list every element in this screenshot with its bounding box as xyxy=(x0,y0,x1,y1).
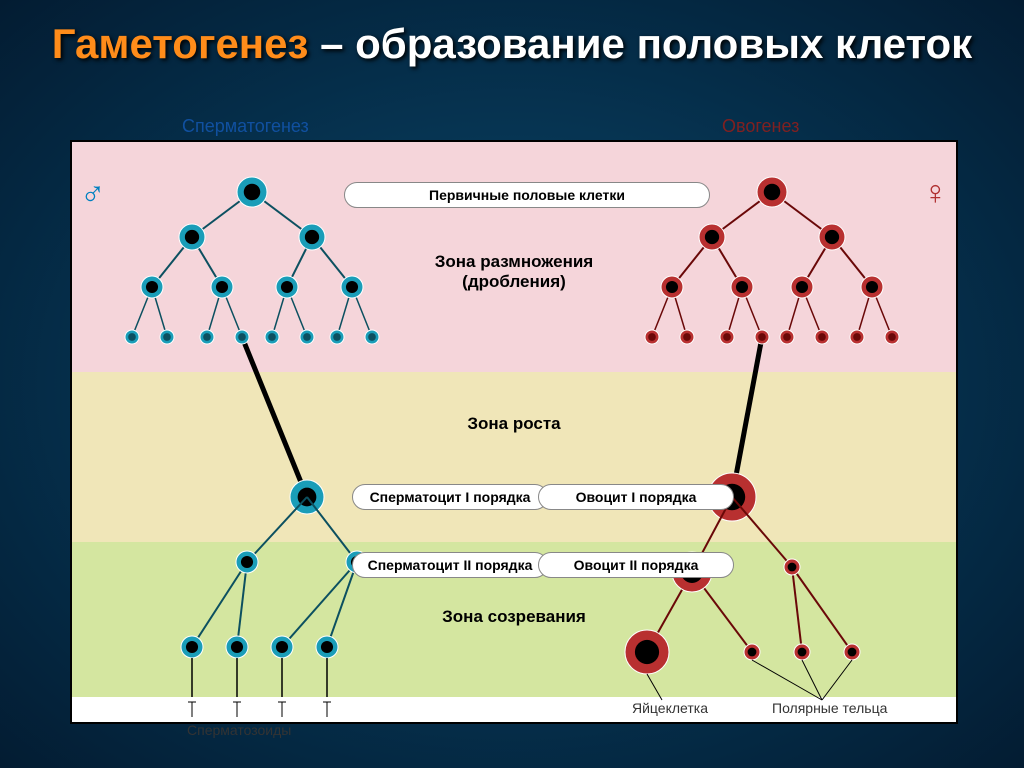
label-primary-cells: Первичные половые клетки xyxy=(344,182,710,208)
label-oocyte-i: Овоцит I порядка xyxy=(538,484,734,510)
label-zone-maturation: Зона созревания xyxy=(364,607,664,627)
label-spermatocyte-i: Сперматоцит I порядка xyxy=(352,484,548,510)
title-rest: – образование половых клеток xyxy=(308,20,972,67)
label-spermatozoa: Сперматозоиды xyxy=(187,722,291,738)
page-title: Гаметогенез – образование половых клеток xyxy=(0,0,1024,76)
label-polar-bodies: Полярные тельца xyxy=(772,700,887,716)
header-male: Сперматогенез xyxy=(182,116,309,137)
male-symbol-icon: ♂ xyxy=(80,174,106,213)
label-egg-cell: Яйцеклетка xyxy=(632,700,708,716)
diagram-container: Сперматогенез Овогенез ♂ ♀ Первичные пол… xyxy=(70,140,958,724)
label-spermatocyte-ii: Сперматоцит II порядка xyxy=(352,552,548,578)
title-highlight: Гаметогенез xyxy=(52,20,309,67)
label-zone-growth: Зона роста xyxy=(364,414,664,434)
label-zone-reproduction: Зона размножения(дробления) xyxy=(364,252,664,292)
female-symbol-icon: ♀ xyxy=(923,174,949,213)
header-female: Овогенез xyxy=(722,116,799,137)
label-oocyte-ii: Овоцит II порядка xyxy=(538,552,734,578)
